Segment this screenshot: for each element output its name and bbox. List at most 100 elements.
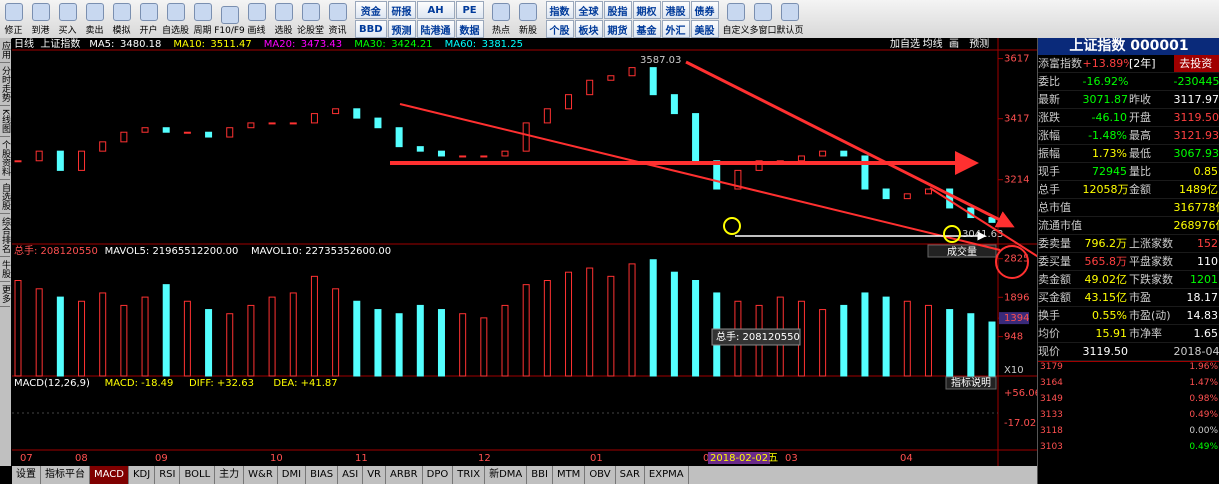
toolbar-button[interactable]: 卖出 xyxy=(81,0,108,38)
indicator-tab[interactable]: BIAS xyxy=(306,466,339,484)
side-tab[interactable]: 自选股 xyxy=(0,180,10,214)
toolbar-button[interactable]: 到港 xyxy=(27,0,54,38)
toolbar-button[interactable]: 模拟 xyxy=(108,0,135,38)
grid-button[interactable]: 研报 xyxy=(387,1,416,19)
candle xyxy=(268,122,276,125)
side-tab[interactable]: K线图 xyxy=(0,106,10,137)
toolbar-button[interactable]: F10/F9 xyxy=(214,0,245,38)
indicator-tab[interactable]: TRIX xyxy=(453,466,486,484)
grid-button[interactable]: 个股 xyxy=(545,20,574,38)
indicator-tab[interactable]: 设置 xyxy=(12,466,41,484)
indicator-tab[interactable]: DPO xyxy=(423,466,454,484)
indicator-tab[interactable]: BBI xyxy=(527,466,553,484)
indicator-tab[interactable]: VR xyxy=(363,466,387,484)
quote-cell: -46.10 xyxy=(1091,111,1127,124)
volume-bar xyxy=(903,300,911,377)
quote-cell: 0.55% xyxy=(1092,309,1127,322)
indicator-tab[interactable]: 新DMA xyxy=(485,466,528,484)
grid-button[interactable]: 美股 xyxy=(690,20,719,38)
toolbar-button[interactable]: 画线 xyxy=(243,0,270,38)
toolbar-button[interactable]: 论股堂 xyxy=(297,0,324,38)
toolbar-button[interactable]: 热点 xyxy=(488,0,515,38)
grid-button[interactable]: 预测 xyxy=(387,20,416,38)
indicator-tab[interactable]: RSI xyxy=(155,466,181,484)
toolbar-button[interactable]: 自定义 xyxy=(723,0,750,38)
quote-cell: 涨幅 xyxy=(1038,129,1060,142)
toolbar-button[interactable]: 多窗口 xyxy=(750,0,777,38)
y-tick-label: 1394 xyxy=(1004,313,1029,324)
indicator-tab[interactable]: KDJ xyxy=(129,466,156,484)
indicator-tab[interactable]: MTM xyxy=(553,466,586,484)
toolbar-button[interactable]: 买入 xyxy=(54,0,81,38)
quote-row: 现价 3119.50 2018-04-26,四 xyxy=(1038,343,1219,361)
button-label: 画线 xyxy=(247,26,266,36)
volume-bar xyxy=(183,300,191,377)
toolbar-button[interactable]: 新股 xyxy=(515,0,542,38)
side-tab[interactable]: 应用 xyxy=(0,38,10,63)
indicator-tab[interactable]: 主力 xyxy=(215,466,245,484)
grid-button[interactable]: 数据 xyxy=(455,20,484,38)
indicator-tab[interactable]: BOLL xyxy=(180,466,216,484)
fund-cell[interactable]: 去投资 xyxy=(1173,55,1219,72)
side-tab[interactable]: 综合排名 xyxy=(0,214,10,257)
mini-left-label: 3118 xyxy=(1040,426,1063,436)
toolbar-button[interactable]: 选股 xyxy=(270,0,297,38)
volume-bar xyxy=(861,292,869,377)
quote-cell: 110 xyxy=(1197,255,1218,268)
grid-button[interactable]: 陆港通 xyxy=(416,20,455,38)
high-label: 3587.03 xyxy=(640,55,681,66)
indicator-tab[interactable]: 指标平台 xyxy=(41,466,90,484)
grid-button[interactable]: 债券 xyxy=(690,1,719,19)
grid-button[interactable]: 板块 xyxy=(574,20,603,38)
toolbar-button[interactable]: 默认页 xyxy=(777,0,804,38)
grid-button[interactable]: AH xyxy=(416,1,455,19)
button-label: 修正 xyxy=(4,26,23,36)
toolbar-button[interactable]: 修正 xyxy=(0,0,27,38)
label: 总手: 208120550 xyxy=(14,244,98,257)
grid-button[interactable]: 期权 xyxy=(632,1,661,19)
quote-cell: 3067.93 xyxy=(1173,147,1219,160)
grid-button[interactable]: PE xyxy=(455,1,484,19)
volume-bar xyxy=(374,309,382,377)
side-tab[interactable]: 更多 xyxy=(0,282,10,307)
indicator-tab[interactable]: ARBR xyxy=(386,466,423,484)
indicator-tab[interactable]: EXPMA xyxy=(645,466,689,484)
side-tab[interactable]: 分时走势 xyxy=(0,63,10,106)
toolbar-button[interactable]: 开户 xyxy=(135,0,162,38)
candle xyxy=(141,127,149,133)
side-tab[interactable]: 个股资料 xyxy=(0,137,10,180)
indicator-tab[interactable]: ASI xyxy=(338,466,364,484)
indicator-tab[interactable]: MACD xyxy=(90,466,129,484)
grid-button[interactable]: BBD xyxy=(355,20,387,38)
toolbar-button[interactable]: 资讯 xyxy=(324,0,351,38)
indicator-tab[interactable]: OBV xyxy=(585,466,616,484)
grid-button[interactable]: 全球 xyxy=(574,1,603,19)
label: MA60: xyxy=(445,39,477,50)
mini-left-label: 3164 xyxy=(1040,378,1063,388)
side-tab[interactable]: 牛股 xyxy=(0,257,10,282)
candle xyxy=(437,150,445,157)
grid-button[interactable]: 资金 xyxy=(355,1,387,19)
indicator-tab[interactable]: W&R xyxy=(244,466,278,484)
grid-button[interactable]: 股指 xyxy=(603,1,632,19)
quote-cell: 上涨家数 xyxy=(1129,237,1173,250)
quote-cell: 3121.93 xyxy=(1173,129,1219,142)
grid-button[interactable]: 外汇 xyxy=(661,20,690,38)
help-button[interactable]: 指标说明 xyxy=(951,376,991,389)
grid-button[interactable]: 指数 xyxy=(545,1,574,19)
indicator-tab[interactable]: SAR xyxy=(616,466,645,484)
button-label: 开户 xyxy=(139,26,158,36)
label: MA20: xyxy=(264,39,296,50)
toolbar-button[interactable]: 周期 xyxy=(189,0,216,38)
indicator-tab[interactable]: DMI xyxy=(278,466,307,484)
grid-button[interactable]: 港股 xyxy=(661,1,690,19)
x-tick-label: 12 xyxy=(478,453,491,464)
grid-button[interactable]: 基金 xyxy=(632,20,661,38)
x-tick-label: 04 xyxy=(900,453,913,464)
candle xyxy=(628,67,636,77)
grid-button[interactable]: 期货 xyxy=(603,20,632,38)
toolbar-button[interactable]: 自选股 xyxy=(162,0,189,38)
volume-bar xyxy=(649,259,657,377)
trend-line xyxy=(929,187,1037,258)
quote-cell: 流通市值 xyxy=(1038,219,1082,232)
